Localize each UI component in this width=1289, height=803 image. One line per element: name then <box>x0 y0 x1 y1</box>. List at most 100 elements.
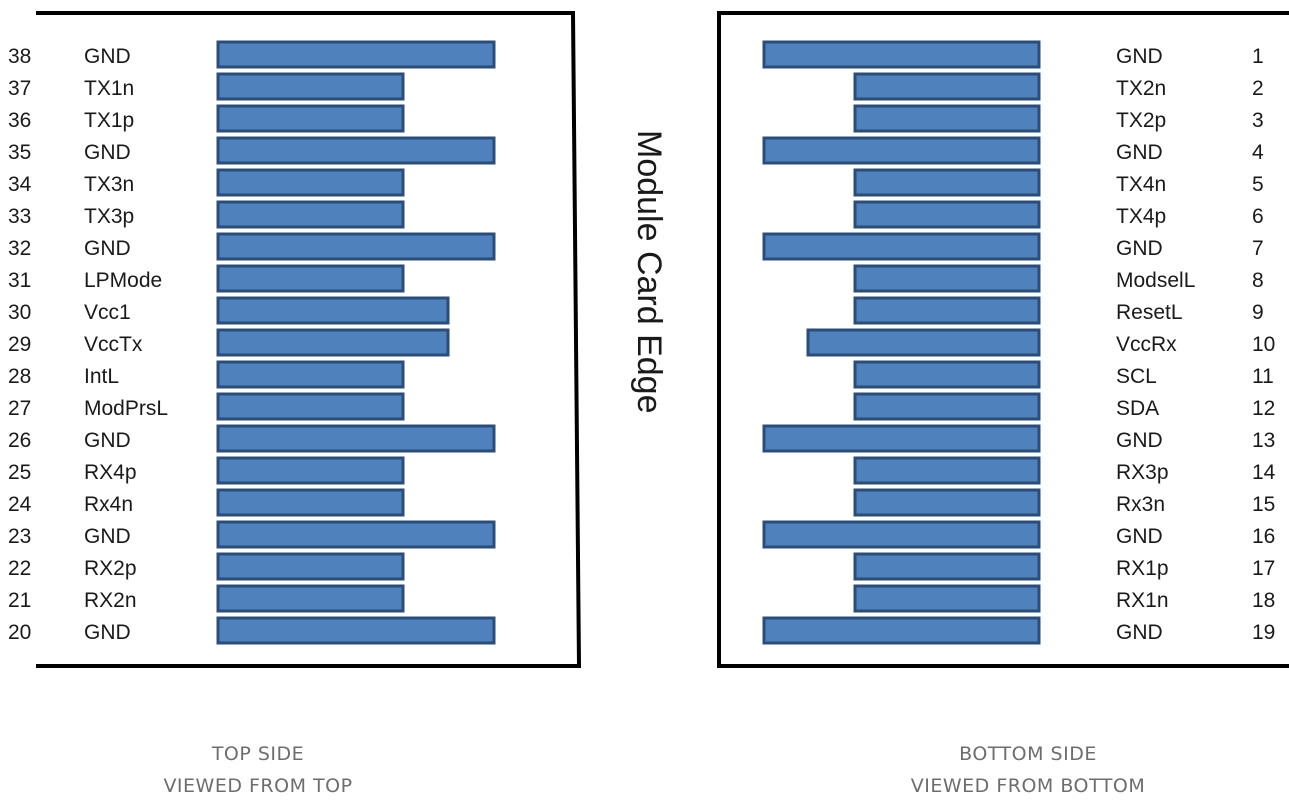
top-side-caption-line2: VIEWED FROM TOP <box>163 775 353 797</box>
bottom-pin-row: Rx3n 15 <box>853 488 1275 517</box>
contact-pad <box>216 392 405 421</box>
pin-number: 2 <box>1252 77 1264 100</box>
contact-pad <box>853 200 1041 229</box>
contact-pad <box>853 584 1041 613</box>
bottom-pin-row: GND 13 <box>762 424 1275 453</box>
contact-pad <box>216 296 450 325</box>
bottom-pin-row: SCL 11 <box>853 360 1274 389</box>
bottom-pin-row: VccRx 10 <box>806 328 1275 357</box>
pin-number: 11 <box>1252 365 1274 388</box>
pin-name: TX1n <box>84 77 134 100</box>
pin-number: 21 <box>8 589 31 612</box>
bottom-pin-row: ResetL 9 <box>853 296 1264 325</box>
pin-number: 8 <box>1252 269 1264 292</box>
top-pin-row: 30 Vcc1 <box>8 296 450 325</box>
pin-number: 29 <box>8 333 31 356</box>
top-pin-row: 23 GND <box>8 520 496 549</box>
bottom-pin-row: TX4p 6 <box>853 200 1264 229</box>
top-side-caption-line1: TOP SIDE <box>211 743 305 765</box>
bottom-pin-row: GND 4 <box>762 136 1264 165</box>
pin-name: GND <box>84 45 131 68</box>
pin-name: VccRx <box>1116 333 1177 356</box>
top-pin-row: 29 VccTx <box>8 328 450 357</box>
top-pin-row: 21 RX2n <box>8 584 405 613</box>
pin-number: 3 <box>1252 109 1264 132</box>
pin-name: GND <box>84 237 131 260</box>
top-pin-row: 38 GND <box>8 40 496 69</box>
contact-pad <box>216 232 496 261</box>
contact-pad <box>216 456 405 485</box>
pin-number: 6 <box>1252 205 1264 228</box>
top-pin-row: 36 TX1p <box>8 104 405 133</box>
pin-number: 5 <box>1252 173 1264 196</box>
bottom-pin-row: GND 19 <box>762 616 1275 645</box>
module-card-edge-label: Module Card Edge <box>630 130 668 414</box>
contact-pad <box>762 520 1041 549</box>
pin-name: TX3p <box>84 205 134 228</box>
pin-number: 7 <box>1252 237 1264 260</box>
pin-name: GND <box>1116 621 1163 644</box>
contact-pad <box>762 424 1041 453</box>
pin-name: GND <box>1116 525 1163 548</box>
bottom-side-caption-line2: VIEWED FROM BOTTOM <box>910 775 1146 797</box>
pin-number: 24 <box>8 493 32 516</box>
contact-pad <box>216 104 405 133</box>
pin-name: TX2n <box>1116 77 1166 100</box>
pin-name: ModselL <box>1116 269 1195 292</box>
pin-name: ModPrsL <box>84 397 168 420</box>
contact-pad <box>853 552 1041 581</box>
pin-number: 33 <box>8 205 31 228</box>
pin-name: GND <box>84 429 131 452</box>
contact-pad <box>216 520 496 549</box>
pin-name: SCL <box>1116 365 1157 388</box>
pin-name: TX4n <box>1116 173 1166 196</box>
pin-name: Vcc1 <box>84 301 131 324</box>
contact-pad <box>216 200 405 229</box>
pin-number: 31 <box>8 269 31 292</box>
contact-pad <box>762 616 1041 645</box>
pin-number: 4 <box>1252 141 1264 164</box>
pin-number: 25 <box>8 461 31 484</box>
contact-pad <box>216 168 405 197</box>
pin-name: RX1n <box>1116 589 1169 612</box>
bottom-pin-row: TX4n 5 <box>853 168 1264 197</box>
top-pin-row: 28 IntL <box>8 360 405 389</box>
contact-pad <box>216 136 496 165</box>
pin-number: 27 <box>8 397 31 420</box>
pin-name: RX4p <box>84 461 137 484</box>
top-pin-row: 20 GND <box>8 616 496 645</box>
contact-pad <box>853 456 1041 485</box>
contact-pad <box>216 488 405 517</box>
top-pin-row: 22 RX2p <box>8 552 405 581</box>
top-pin-row: 27 ModPrsL <box>8 392 405 421</box>
bottom-pin-row: RX1p 17 <box>853 552 1275 581</box>
top-side-card-outline <box>36 10 582 669</box>
pin-number: 13 <box>1252 429 1275 452</box>
pin-number: 28 <box>8 365 31 388</box>
contact-pad <box>853 168 1041 197</box>
pin-name: TX2p <box>1116 109 1166 132</box>
contact-pad <box>762 232 1041 261</box>
bottom-side-caption: BOTTOM SIDE VIEWED FROM BOTTOM <box>828 738 1228 802</box>
top-pin-row: 26 GND <box>8 424 496 453</box>
pin-number: 10 <box>1252 333 1275 356</box>
pin-number: 1 <box>1252 45 1264 68</box>
top-pin-row: 24 Rx4n <box>8 488 405 517</box>
pin-number: 26 <box>8 429 31 452</box>
contact-pad <box>853 296 1041 325</box>
pin-number: 17 <box>1252 557 1275 580</box>
top-pin-row: 31 LPMode <box>8 264 405 293</box>
contact-pad <box>853 264 1041 293</box>
bottom-pin-row: TX2p 3 <box>853 104 1264 133</box>
pin-number: 30 <box>8 301 31 324</box>
pin-number: 20 <box>8 621 31 644</box>
pin-name: VccTx <box>84 333 143 356</box>
pin-name: GND <box>84 141 131 164</box>
pin-name: Rx4n <box>84 493 133 516</box>
contact-pad <box>216 616 496 645</box>
pin-name: TX1p <box>84 109 134 132</box>
contact-pad <box>853 104 1041 133</box>
pin-number: 9 <box>1252 301 1264 324</box>
